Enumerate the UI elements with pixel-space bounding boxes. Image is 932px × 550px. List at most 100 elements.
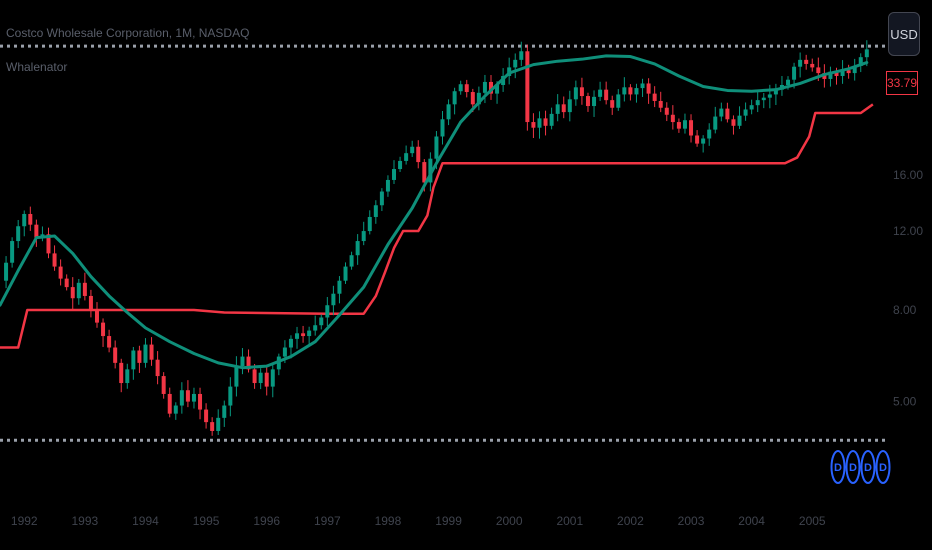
candle [331, 285, 336, 316]
candle-body [22, 213, 27, 227]
currency-button[interactable]: USD [888, 12, 920, 56]
candle [598, 81, 603, 102]
whale-marker[interactable]: D [845, 450, 861, 484]
candle-body [670, 114, 675, 123]
candle-body [470, 92, 475, 105]
candle [579, 77, 584, 105]
candle-body [94, 310, 99, 323]
candle [446, 99, 451, 126]
candle-body [379, 191, 384, 206]
candle [4, 256, 9, 289]
candle [143, 338, 148, 368]
candle-body [216, 417, 221, 431]
candle [713, 106, 718, 134]
candle [325, 296, 330, 327]
candle [689, 114, 694, 143]
x-tick-label: 1995 [193, 514, 220, 528]
candle-body [640, 83, 645, 89]
candle-body [719, 108, 724, 117]
candle-body [585, 96, 590, 107]
candle [337, 276, 342, 304]
candle [28, 206, 33, 231]
candle-body [513, 59, 518, 68]
whale-marker[interactable]: D [860, 450, 876, 484]
candle [701, 135, 706, 153]
candle-body [252, 369, 257, 384]
x-tick-label: 2004 [738, 514, 765, 528]
candle [155, 351, 160, 385]
candle-body [561, 104, 566, 113]
candle [634, 83, 639, 103]
candle-body [70, 287, 75, 299]
candle-body [82, 282, 87, 296]
x-tick-label: 2003 [678, 514, 705, 528]
candle [798, 52, 803, 78]
candle-body [191, 393, 196, 402]
candle-body [264, 372, 269, 387]
whale-marker-ring [860, 450, 876, 484]
candle-body [88, 295, 93, 311]
candle-body [628, 87, 633, 95]
candle [392, 160, 397, 184]
candle-body [167, 393, 172, 414]
indicator-title: Whalenator [6, 60, 68, 74]
candle [652, 86, 657, 108]
candle-body [58, 266, 63, 279]
candle [537, 111, 542, 139]
candle [664, 102, 669, 122]
candle-body [458, 84, 463, 92]
candle [585, 92, 590, 112]
candle [658, 91, 663, 113]
whale-marker[interactable]: D [830, 450, 846, 484]
candle-body [4, 262, 9, 281]
candle-body [434, 136, 439, 159]
price-axis[interactable]: 5.00 8.00 12.00 16.00 [893, 168, 923, 409]
candle-body [313, 325, 318, 331]
candle-body [270, 369, 275, 387]
candle [270, 364, 275, 398]
candle-body [307, 330, 312, 337]
candle-body [125, 369, 130, 384]
candle [846, 64, 851, 79]
candle [622, 77, 627, 102]
whale-marker[interactable]: D [875, 450, 891, 484]
candle [34, 219, 39, 247]
whale-marker-label: D [864, 462, 872, 474]
candle [761, 93, 766, 109]
candle [76, 278, 81, 305]
candle-body [834, 71, 839, 77]
candle-body [664, 107, 669, 115]
candle [301, 325, 306, 343]
candle [149, 337, 154, 366]
candle-body [549, 113, 554, 126]
candle [173, 402, 178, 420]
candle-body [622, 87, 627, 95]
candle [361, 221, 366, 246]
candle-body [743, 109, 748, 116]
candle-body [658, 100, 663, 108]
candle [719, 102, 724, 122]
candle-body [446, 104, 451, 120]
candle-body [10, 241, 15, 263]
candle [210, 417, 215, 436]
candle-body [701, 138, 706, 144]
candle [610, 95, 615, 115]
candle-body [288, 338, 293, 348]
time-axis[interactable]: 1992 1993 1994 1995 1996 1997 1998 1999 2000 2001… [11, 514, 826, 528]
candle-body [46, 234, 51, 254]
candle [82, 272, 87, 301]
candle [288, 335, 293, 359]
candle-body [810, 63, 815, 68]
candle-body [222, 405, 227, 418]
candle [70, 277, 75, 310]
candle [525, 44, 530, 131]
candle-body [119, 362, 124, 384]
candle-body [725, 108, 730, 120]
candle-body [52, 253, 57, 267]
candle-body [846, 70, 851, 74]
candle [737, 106, 742, 129]
candle-body [767, 94, 772, 98]
moving-average-path [0, 54, 869, 370]
candle-body [816, 67, 821, 74]
